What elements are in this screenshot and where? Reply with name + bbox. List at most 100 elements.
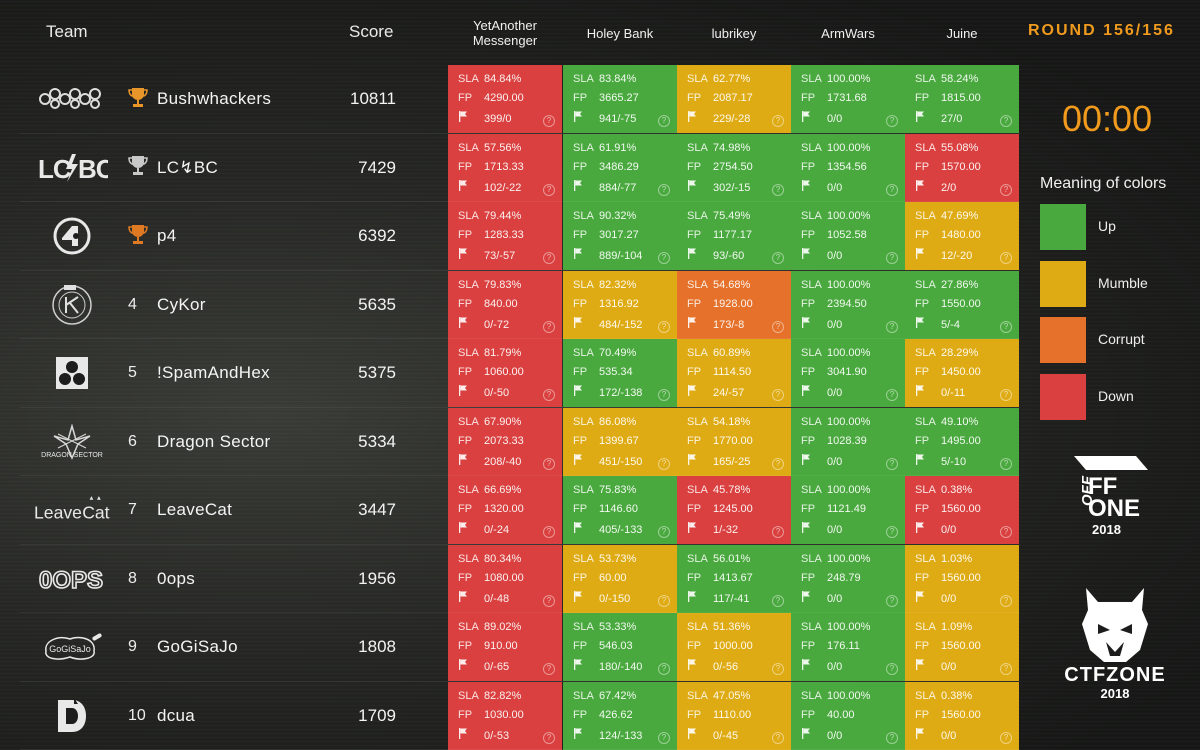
help-icon[interactable]: ? <box>658 663 670 675</box>
help-icon[interactable]: ? <box>772 731 784 744</box>
service-status-cell[interactable]: SLA 89.02% FP 910.00 0/-65? <box>448 613 562 681</box>
service-status-cell[interactable]: SLA 66.69% FP 1320.00 0/-24? <box>448 476 562 544</box>
service-status-cell[interactable]: SLA 100.00% FP 40.00 0/0? <box>791 681 905 750</box>
service-status-cell[interactable]: SLA 47.05% FP 1110.00 0/-45? <box>677 681 791 750</box>
help-icon[interactable]: ? <box>658 457 670 470</box>
service-status-cell[interactable]: SLA 54.18% FP 1770.00 165/-25? <box>677 407 791 476</box>
service-status-cell[interactable]: SLA 82.32% FP 1316.92 484/-152? <box>563 270 677 339</box>
help-icon[interactable]: ? <box>772 252 784 264</box>
service-status-cell[interactable]: SLA 74.98% FP 2754.50 302/-15? <box>677 133 791 202</box>
service-status-cell[interactable]: SLA 100.00% FP 3041.90 0/0? <box>791 339 905 407</box>
service-status-cell[interactable]: SLA 100.00% FP 1731.68 0/0? <box>791 65 905 133</box>
service-status-cell[interactable]: SLA 55.08% FP 1570.00 2/0? <box>905 133 1019 202</box>
service-status-cell[interactable]: SLA 100.00% FP 1052.58 0/0? <box>791 202 905 270</box>
service-status-cell[interactable]: SLA 100.00% FP 2394.50 0/0? <box>791 270 905 339</box>
service-status-cell[interactable]: SLA 53.33% FP 546.03 180/-140? <box>563 613 677 681</box>
help-icon[interactable]: ? <box>543 526 555 538</box>
help-icon[interactable]: ? <box>658 320 670 333</box>
service-status-cell[interactable]: SLA 100.00% FP 1121.49 0/0? <box>791 476 905 544</box>
service-status-cell[interactable]: SLA 57.56% FP 1713.33 102/-22? <box>448 133 562 202</box>
help-icon[interactable]: ? <box>886 252 898 264</box>
service-status-cell[interactable]: SLA 0.38% FP 1560.00 0/0? <box>905 476 1019 544</box>
service-status-cell[interactable]: SLA 53.73% FP 60.00 0/-150? <box>563 544 677 613</box>
service-status-cell[interactable]: SLA 54.68% FP 1928.00 173/-8? <box>677 270 791 339</box>
help-icon[interactable]: ? <box>886 320 898 333</box>
help-icon[interactable]: ? <box>1000 389 1012 401</box>
service-status-cell[interactable]: SLA 84.84% FP 4290.00 399/0? <box>448 65 562 133</box>
service-status-cell[interactable]: SLA 75.83% FP 1146.60 405/-133? <box>563 476 677 544</box>
help-icon[interactable]: ? <box>886 663 898 675</box>
help-icon[interactable]: ? <box>886 731 898 744</box>
help-icon[interactable]: ? <box>1000 183 1012 196</box>
help-icon[interactable]: ? <box>658 115 670 127</box>
help-icon[interactable]: ? <box>1000 594 1012 607</box>
help-icon[interactable]: ? <box>886 115 898 127</box>
service-status-cell[interactable]: SLA 0.38% FP 1560.00 0/0? <box>905 681 1019 750</box>
help-icon[interactable]: ? <box>543 594 555 607</box>
service-status-cell[interactable]: SLA 79.83% FP 840.00 0/-72? <box>448 270 562 339</box>
service-status-cell[interactable]: SLA 81.79% FP 1060.00 0/-50? <box>448 339 562 407</box>
help-icon[interactable]: ? <box>658 389 670 401</box>
service-status-cell[interactable]: SLA 79.44% FP 1283.33 73/-57? <box>448 202 562 270</box>
service-status-cell[interactable]: SLA 1.03% FP 1560.00 0/0? <box>905 544 1019 613</box>
help-icon[interactable]: ? <box>886 594 898 607</box>
help-icon[interactable]: ? <box>772 115 784 127</box>
service-status-cell[interactable]: SLA 100.00% FP 1028.39 0/0? <box>791 407 905 476</box>
help-icon[interactable]: ? <box>886 457 898 470</box>
help-icon[interactable]: ? <box>543 183 555 196</box>
help-icon[interactable]: ? <box>886 183 898 196</box>
service-status-cell[interactable]: SLA 51.36% FP 1000.00 0/-56? <box>677 613 791 681</box>
help-icon[interactable]: ? <box>772 663 784 675</box>
help-icon[interactable]: ? <box>1000 526 1012 538</box>
help-icon[interactable]: ? <box>886 389 898 401</box>
service-status-cell[interactable]: SLA 67.90% FP 2073.33 208/-40? <box>448 407 562 476</box>
service-status-cell[interactable]: SLA 62.77% FP 2087.17 229/-28? <box>677 65 791 133</box>
service-status-cell[interactable]: SLA 67.42% FP 426.62 124/-133? <box>563 681 677 750</box>
help-icon[interactable]: ? <box>1000 252 1012 264</box>
help-icon[interactable]: ? <box>543 252 555 264</box>
service-status-cell[interactable]: SLA 61.91% FP 3486.29 884/-77? <box>563 133 677 202</box>
help-icon[interactable]: ? <box>658 594 670 607</box>
service-status-cell[interactable]: SLA 90.32% FP 3017.27 889/-104? <box>563 202 677 270</box>
service-status-cell[interactable]: SLA 83.84% FP 3665.27 941/-75? <box>563 65 677 133</box>
help-icon[interactable]: ? <box>543 389 555 401</box>
help-icon[interactable]: ? <box>1000 457 1012 470</box>
help-icon[interactable]: ? <box>772 389 784 401</box>
service-status-cell[interactable]: SLA 47.69% FP 1480.00 12/-20? <box>905 202 1019 270</box>
help-icon[interactable]: ? <box>772 183 784 196</box>
help-icon[interactable]: ? <box>772 526 784 538</box>
help-icon[interactable]: ? <box>543 731 555 744</box>
help-icon[interactable]: ? <box>543 663 555 675</box>
service-status-cell[interactable]: SLA 75.49% FP 1177.17 93/-60? <box>677 202 791 270</box>
help-icon[interactable]: ? <box>658 252 670 264</box>
service-status-cell[interactable]: SLA 49.10% FP 1495.00 5/-10? <box>905 407 1019 476</box>
help-icon[interactable]: ? <box>1000 663 1012 675</box>
service-status-cell[interactable]: SLA 70.49% FP 535.34 172/-138? <box>563 339 677 407</box>
service-status-cell[interactable]: SLA 27.86% FP 1550.00 5/-4? <box>905 270 1019 339</box>
help-icon[interactable]: ? <box>658 183 670 196</box>
service-status-cell[interactable]: SLA 80.34% FP 1080.00 0/-48? <box>448 544 562 613</box>
service-status-cell[interactable]: SLA 28.29% FP 1450.00 0/-11? <box>905 339 1019 407</box>
help-icon[interactable]: ? <box>772 320 784 333</box>
help-icon[interactable]: ? <box>658 526 670 538</box>
service-status-cell[interactable]: SLA 86.08% FP 1399.67 451/-150? <box>563 407 677 476</box>
help-icon[interactable]: ? <box>543 115 555 127</box>
service-status-cell[interactable]: SLA 45.78% FP 1245.00 1/-32? <box>677 476 791 544</box>
help-icon[interactable]: ? <box>772 457 784 470</box>
service-status-cell[interactable]: SLA 58.24% FP 1815.00 27/0? <box>905 65 1019 133</box>
help-icon[interactable]: ? <box>543 457 555 470</box>
service-status-cell[interactable]: SLA 82.82% FP 1030.00 0/-53? <box>448 681 562 750</box>
service-status-cell[interactable]: SLA 56.01% FP 1413.67 117/-41? <box>677 544 791 613</box>
help-icon[interactable]: ? <box>658 731 670 744</box>
help-icon[interactable]: ? <box>772 594 784 607</box>
help-icon[interactable]: ? <box>886 526 898 538</box>
help-icon[interactable]: ? <box>543 320 555 333</box>
service-status-cell[interactable]: SLA 100.00% FP 248.79 0/0? <box>791 544 905 613</box>
help-icon[interactable]: ? <box>1000 731 1012 744</box>
help-icon[interactable]: ? <box>1000 115 1012 127</box>
service-status-cell[interactable]: SLA 60.89% FP 1114.50 24/-57? <box>677 339 791 407</box>
service-status-cell[interactable]: SLA 100.00% FP 176.11 0/0? <box>791 613 905 681</box>
service-status-cell[interactable]: SLA 100.00% FP 1354.56 0/0? <box>791 133 905 202</box>
service-status-cell[interactable]: SLA 1.09% FP 1560.00 0/0? <box>905 613 1019 681</box>
help-icon[interactable]: ? <box>1000 320 1012 333</box>
